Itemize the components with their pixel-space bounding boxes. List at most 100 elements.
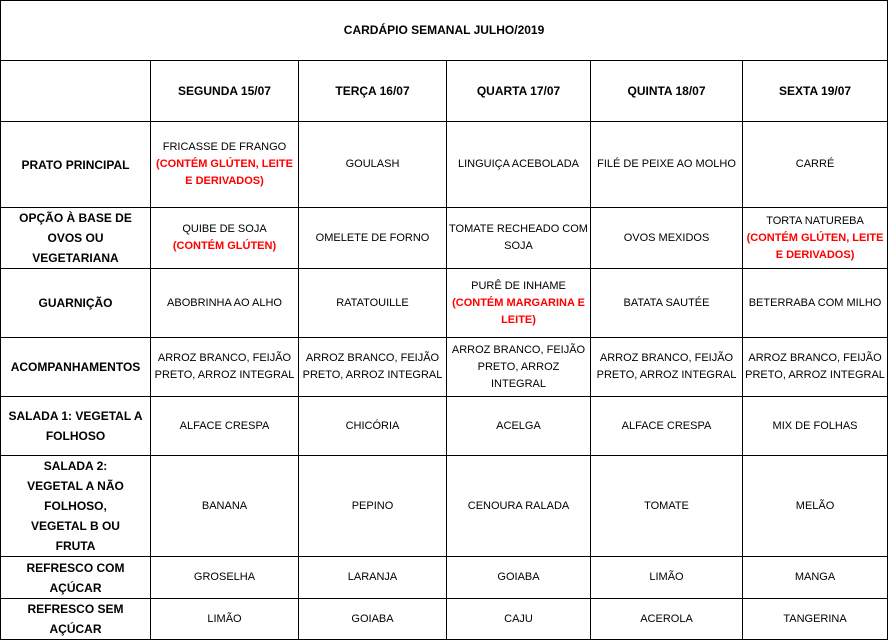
- menu-row: OPÇÃO À BASE DE OVOS OU VEGETARIANA QUIBE…: [0, 207, 888, 269]
- row-label: GUARNIÇÃO: [0, 268, 151, 338]
- menu-cell: LIMÃO: [150, 598, 299, 640]
- menu-cell: GROSELHA: [150, 556, 299, 599]
- dish-name: ARROZ BRANCO, FEIJÃO PRETO, ARROZ INTEGR…: [302, 352, 443, 381]
- menu-cell: ACELGA: [446, 396, 591, 456]
- dish-name: BETERRABA COM MILHO: [748, 296, 882, 309]
- row-label: PRATO PRINCIPAL: [0, 121, 151, 208]
- menu-cell: BANANA: [150, 455, 299, 557]
- menu-cell: PURÊ DE INHAME (CONTÉM MARGARINA E LEITE): [446, 268, 591, 338]
- menu-cell: PEPINO: [298, 455, 447, 557]
- menu-cell: FRICASSE DE FRANGO (CONTÉM GLÚTEN, LEITE …: [150, 121, 299, 208]
- dish-name: PURÊ DE INHAME: [471, 279, 566, 292]
- dish-name: TOMATE RECHEADO COM SOJA: [449, 223, 588, 252]
- dish-name: ACELGA: [496, 419, 541, 432]
- dish-name: OMELETE DE FORNO: [315, 231, 430, 244]
- dish-name: CHICÓRIA: [345, 419, 400, 432]
- dish-name: ABOBRINHA AO ALHO: [167, 296, 282, 309]
- menu-cell: BETERRABA COM MILHO: [741, 268, 888, 338]
- menu-cell: GOIABA: [446, 556, 591, 599]
- day-header: SEXTA 19/07: [741, 60, 888, 122]
- dish-name: LINGUIÇA ACEBOLADA: [457, 158, 580, 170]
- menu-row: SALADA 2: VEGETAL A NÃO FOLHOSO, VEGETAL…: [0, 455, 888, 557]
- menu-row: SALADA 1: VEGETAL A FOLHOSO ALFACE CRESPA…: [0, 396, 888, 456]
- menu-cell: OVOS MEXIDOS: [590, 207, 743, 269]
- menu-cell: CARRÉ: [741, 121, 888, 208]
- dish-name: GOIABA: [351, 612, 394, 625]
- day-header: TERÇA 16/07: [298, 60, 447, 122]
- dish-name: CAJU: [504, 612, 533, 625]
- menu-title: CARDÁPIO SEMANAL JULHO/2019: [0, 0, 888, 61]
- menu-cell: CAJU: [446, 598, 591, 640]
- day-header: QUINTA 18/07: [590, 60, 743, 122]
- dish-name: MANGA: [794, 571, 836, 583]
- row-label: REFRESCO COM AÇÚCAR: [0, 556, 151, 599]
- dish-name: TANGERINA: [783, 612, 847, 625]
- row-label: ACOMPANHAMENTOS: [0, 337, 151, 397]
- dish-name: RATATOUILLE: [336, 296, 409, 309]
- menu-cell: TORTA NATUREBA (CONTÉM GLÚTEN, LEITE E DE…: [741, 207, 888, 269]
- menu-cell: ACEROLA: [590, 598, 743, 640]
- row-label: SALADA 1: VEGETAL A FOLHOSO: [0, 396, 151, 456]
- dish-name: ARROZ BRANCO, FEIJÃO PRETO, ARROZ INTEGR…: [596, 352, 737, 381]
- menu-cell: ARROZ BRANCO, FEIJÃO PRETO, ARROZ INTEGR…: [741, 337, 888, 397]
- dish-name: FILÉ DE PEIXE AO MOLHO: [597, 158, 736, 170]
- menu-cell: LARANJA: [298, 556, 447, 599]
- menu-cell: TOMATE RECHEADO COM SOJA: [446, 207, 591, 269]
- row-label: OPÇÃO À BASE DE OVOS OU VEGETARIANA: [0, 207, 151, 269]
- menu-row: ACOMPANHAMENTOS ARROZ BRANCO, FEIJÃO PRET…: [0, 337, 888, 397]
- dish-name: ARROZ BRANCO, FEIJÃO PRETO, ARROZ INTEGR…: [154, 352, 295, 381]
- menu-cell: MANGA: [741, 556, 888, 599]
- menu-cell: ARROZ BRANCO, FEIJÃO PRETO, ARROZ INTEGR…: [150, 337, 299, 397]
- menu-cell: GOIABA: [298, 598, 447, 640]
- menu-cell: BATATA SAUTÉE: [590, 268, 743, 338]
- dish-name: GOULASH: [345, 158, 400, 170]
- menu-cell: RATATOUILLE: [298, 268, 447, 338]
- menu-row: REFRESCO COM AÇÚCAR GROSELHA LARANJA GOIABA…: [0, 556, 888, 599]
- row-label: REFRESCO SEM AÇÚCAR: [0, 598, 151, 640]
- menu-cell: ALFACE CRESPA: [590, 396, 743, 456]
- menu-cell: TANGERINA: [741, 598, 888, 640]
- dish-name: CARRÉ: [795, 158, 835, 170]
- dish-name: QUIBE DE SOJA: [182, 223, 267, 235]
- dish-name: FRICASSE DE FRANGO: [162, 141, 287, 153]
- menu-row: GUARNIÇÃO ABOBRINHA AO ALHO RATATOUILLE PUR…: [0, 268, 888, 338]
- allergen-note: (CONTÉM GLÚTEN): [172, 240, 277, 252]
- allergen-note: (CONTÉM MARGARINA E LEITE): [452, 296, 585, 326]
- dish-name: GOIABA: [497, 571, 540, 583]
- dish-name: MIX DE FOLHAS: [772, 419, 858, 432]
- menu-cell: GOULASH: [298, 121, 447, 208]
- dish-name: CENOURA RALADA: [467, 499, 570, 512]
- menu-cell: ARROZ BRANCO, FEIJÃO PRETO, ARROZ INTEGR…: [298, 337, 447, 397]
- menu-cell: QUIBE DE SOJA (CONTÉM GLÚTEN): [150, 207, 299, 269]
- dish-name: BATATA SAUTÉE: [623, 296, 710, 309]
- menu-cell: CHICÓRIA: [298, 396, 447, 456]
- dish-name: ALFACE CRESPA: [179, 419, 270, 432]
- row-label: SALADA 2: VEGETAL A NÃO FOLHOSO, VEGETAL…: [0, 455, 151, 557]
- day-header: SEGUNDA 15/07: [150, 60, 299, 122]
- dish-name: PEPINO: [351, 499, 394, 512]
- menu-cell: ARROZ BRANCO, FEIJÃO PRETO, ARROZ INTEGR…: [446, 337, 591, 397]
- menu-cell: FILÉ DE PEIXE AO MOLHO: [590, 121, 743, 208]
- dish-name: LIMÃO: [649, 571, 684, 583]
- menu-cell: ALFACE CRESPA: [150, 396, 299, 456]
- dish-name: MELÃO: [795, 499, 835, 512]
- menu-cell: MIX DE FOLHAS: [741, 396, 888, 456]
- menu-row: PRATO PRINCIPAL FRICASSE DE FRANGO (CONTÉM…: [0, 121, 888, 208]
- allergen-note: (CONTÉM GLÚTEN, LEITE E DERIVADOS): [746, 231, 884, 261]
- dish-name: ARROZ BRANCO, FEIJÃO PRETO, ARROZ INTEGR…: [745, 352, 885, 381]
- dish-name: GROSELHA: [193, 571, 256, 583]
- menu-cell: ARROZ BRANCO, FEIJÃO PRETO, ARROZ INTEGR…: [590, 337, 743, 397]
- dish-name: ARROZ BRANCO, FEIJÃO PRETO, ARROZ INTEGR…: [451, 343, 586, 390]
- dish-name: TOMATE: [644, 499, 689, 512]
- dish-name: ACEROLA: [640, 612, 693, 625]
- allergen-note: (CONTÉM GLÚTEN, LEITE E DERIVADOS): [156, 158, 293, 187]
- day-header: QUARTA 17/07: [446, 60, 591, 122]
- menu-cell: CENOURA RALADA: [446, 455, 591, 557]
- menu-cell: TOMATE: [590, 455, 743, 557]
- menu-cell: LIMÃO: [590, 556, 743, 599]
- dish-name: LARANJA: [347, 571, 398, 583]
- dish-name: ALFACE CRESPA: [621, 419, 712, 432]
- menu-cell: OMELETE DE FORNO: [298, 207, 447, 269]
- corner-cell: [0, 60, 151, 122]
